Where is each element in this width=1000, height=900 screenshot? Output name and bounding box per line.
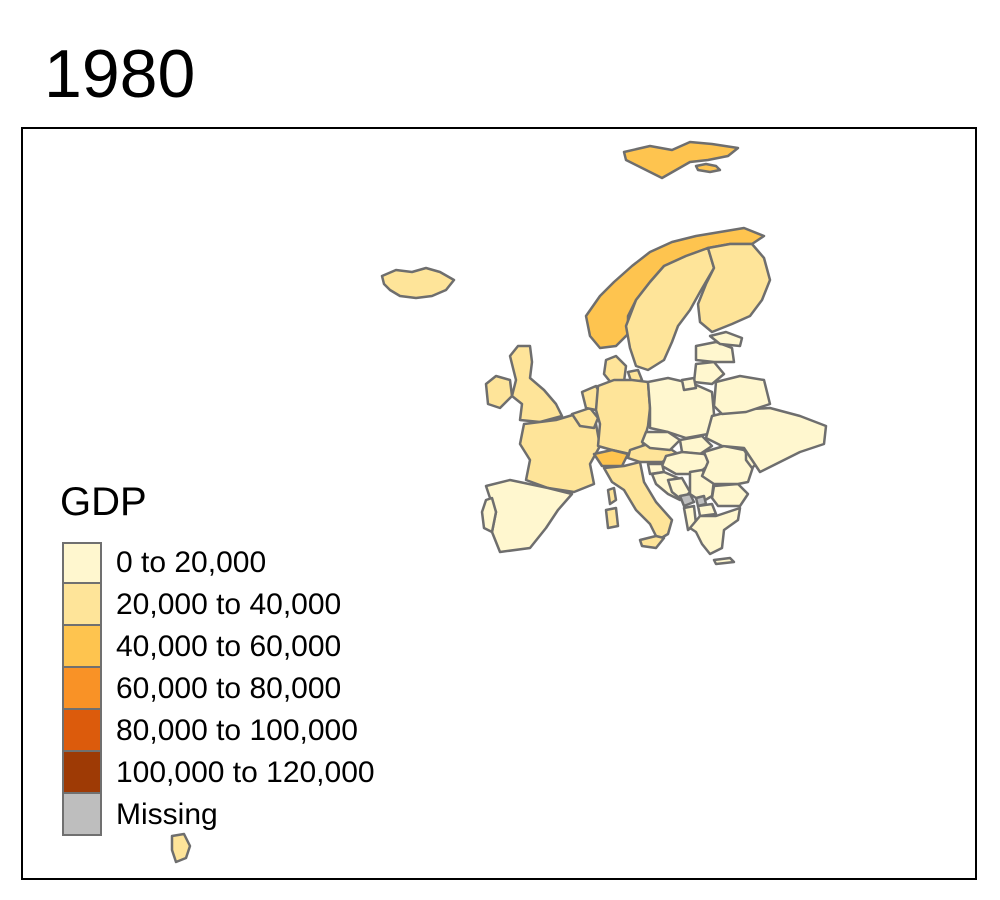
region-sweden	[624, 246, 716, 372]
region-finland	[696, 242, 772, 334]
region-switzerland	[592, 448, 630, 468]
legend-title: GDP	[60, 480, 147, 524]
region-madeira	[170, 832, 192, 864]
region-portugal	[480, 496, 498, 534]
region-ireland	[484, 374, 514, 410]
map-title: 1980	[44, 36, 196, 112]
legend-item-0-20000: 0 to 20,000	[60, 542, 266, 584]
region-estonia	[708, 330, 744, 348]
region-kaliningrad	[680, 376, 698, 392]
legend-label: 80,000 to 100,000	[116, 714, 358, 747]
legend-label: Missing	[116, 798, 218, 831]
legend-swatch	[62, 668, 102, 710]
region-iceland	[380, 266, 456, 300]
region-italy	[602, 460, 674, 542]
legend-swatch	[62, 794, 102, 836]
region-north-macedonia	[696, 502, 718, 518]
region-bulgaria	[710, 482, 750, 508]
region-corsica	[606, 486, 618, 506]
legend-swatch	[62, 752, 102, 794]
legend-item-80000-100000: 80,000 to 100,000	[60, 710, 358, 752]
region-belarus	[712, 374, 772, 416]
region-united-kingdom	[508, 344, 564, 424]
region-sardinia	[604, 506, 620, 530]
region-sicily	[638, 534, 666, 550]
region-spain	[484, 478, 574, 554]
legend: GDP 0 to 20,000 20,000 to 40,000 40,000 …	[60, 478, 375, 836]
legend-swatch	[62, 626, 102, 668]
region-poland	[646, 376, 716, 440]
region-crete	[712, 556, 736, 566]
region-svalbard	[694, 162, 722, 174]
region-ukraine	[704, 406, 828, 474]
legend-label: 20,000 to 40,000	[116, 588, 342, 621]
legend-label: 60,000 to 80,000	[116, 672, 342, 705]
legend-item-40000-60000: 40,000 to 60,000	[60, 626, 341, 668]
legend-item-60000-80000: 60,000 to 80,000	[60, 668, 341, 710]
region-czechia	[640, 430, 682, 452]
legend-item-missing: Missing	[60, 794, 218, 836]
legend-item-100000-120000: 100,000 to 120,000	[60, 752, 375, 794]
map-frame	[21, 127, 977, 880]
legend-swatch	[62, 710, 102, 752]
legend-label: 0 to 20,000	[116, 546, 267, 579]
region-slovakia	[678, 434, 714, 456]
region-svalbard	[622, 140, 740, 180]
region-greece	[688, 506, 742, 556]
legend-swatch	[62, 584, 102, 626]
region-montenegro	[678, 492, 696, 508]
legend-label: 100,000 to 120,000	[116, 756, 375, 789]
legend-item-20000-40000: 20,000 to 40,000	[60, 584, 341, 626]
legend-swatch	[62, 542, 102, 584]
legend-label: 40,000 to 60,000	[116, 630, 342, 663]
